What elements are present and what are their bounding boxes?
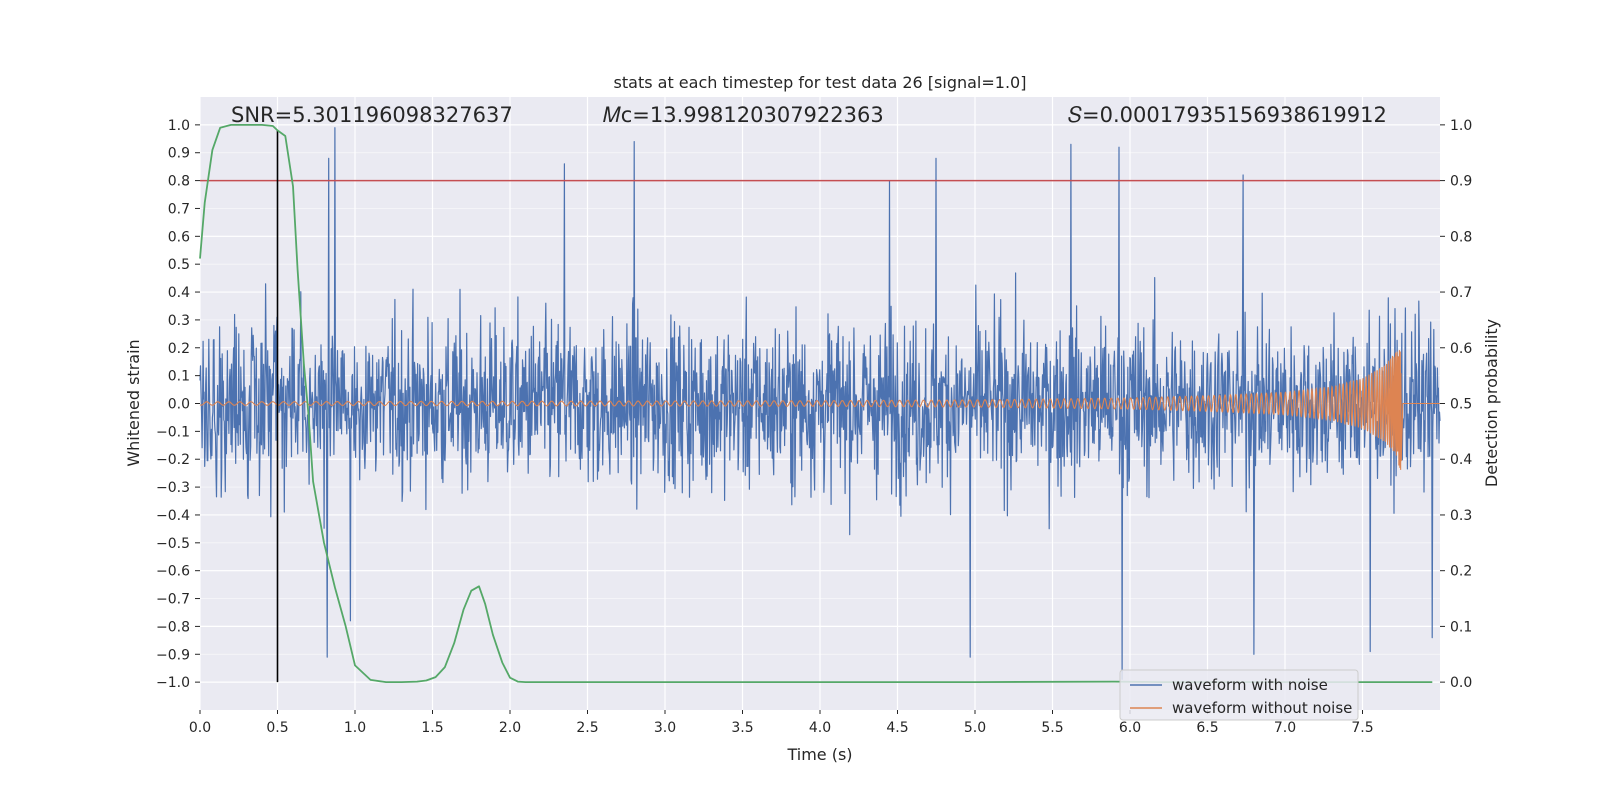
x-tick-label: 2.0 xyxy=(499,720,521,736)
x-tick-label: 1.5 xyxy=(421,720,443,736)
series-detection-probability xyxy=(199,124,1433,683)
y2-tick-label: 0.3 xyxy=(1450,508,1472,524)
series-waveform-with-noise xyxy=(199,127,1441,680)
x-axis-label: Time (s) xyxy=(786,745,852,764)
y-tick-label: −0.3 xyxy=(156,480,190,496)
y-tick-label: 0.3 xyxy=(168,313,190,329)
y-tick-label: 0.4 xyxy=(168,285,190,301)
x-tick-label: 0.5 xyxy=(266,720,288,736)
snr-annotation: SNR=5.301196098327637 xyxy=(231,103,513,127)
y2-tick-label: 0.0 xyxy=(1450,675,1472,691)
y2-tick-label: 0.2 xyxy=(1450,564,1472,580)
y-tick-label: 0.2 xyxy=(168,341,190,357)
y-tick-label: −0.2 xyxy=(156,452,190,468)
y-tick-label: −0.7 xyxy=(156,592,190,608)
y-tick-label: −0.6 xyxy=(156,564,190,580)
x-tick-label: 6.5 xyxy=(1196,720,1218,736)
y2-tick-label: 1.0 xyxy=(1450,118,1472,134)
y-tick-label: 1.0 xyxy=(168,118,190,134)
y-tick-label: 0.8 xyxy=(168,174,190,190)
y-tick-label: −0.1 xyxy=(156,424,190,440)
x-tick-label: 5.0 xyxy=(964,720,986,736)
y-axis-label: Whitened strain xyxy=(124,339,143,466)
y2-tick-label: 0.1 xyxy=(1450,619,1472,635)
y2-tick-label: 0.8 xyxy=(1450,229,1472,245)
y-tick-label: 0.5 xyxy=(168,257,190,273)
chart-title: stats at each timestep for test data 26 … xyxy=(614,73,1027,92)
x-tick-label: 3.0 xyxy=(654,720,676,736)
y-tick-label: −0.8 xyxy=(156,619,190,635)
legend-label-clean: waveform without noise xyxy=(1172,699,1352,717)
y2-tick-label: 0.6 xyxy=(1450,341,1472,357)
y-tick-label: 0.9 xyxy=(168,146,190,162)
x-tick-label: 2.5 xyxy=(576,720,598,736)
y-tick-label: −0.9 xyxy=(156,647,190,663)
x-tick-label: 1.0 xyxy=(344,720,366,736)
x-tick-label: 0.0 xyxy=(189,720,211,736)
x-tick-label: 7.5 xyxy=(1351,720,1373,736)
legend-label-noise: waveform with noise xyxy=(1172,676,1328,694)
y-tick-label: −0.5 xyxy=(156,536,190,552)
x-tick-label: 3.5 xyxy=(731,720,753,736)
y2-tick-label: 0.9 xyxy=(1450,174,1472,190)
y-tick-label: 0.0 xyxy=(168,397,190,413)
y-tick-label: −1.0 xyxy=(156,675,190,691)
x-tick-label: 7.0 xyxy=(1274,720,1296,736)
y2-tick-label: 0.5 xyxy=(1450,397,1472,413)
x-tick-label: 4.5 xyxy=(886,720,908,736)
y-tick-label: 0.7 xyxy=(168,201,190,217)
y-tick-label: 0.6 xyxy=(168,229,190,245)
x-tick-label: 5.5 xyxy=(1041,720,1063,736)
x-tick-label: 4.0 xyxy=(809,720,831,736)
y2-axis-label: Detection probability xyxy=(1482,319,1501,487)
y-tick-label: −0.4 xyxy=(156,508,190,524)
legend-box xyxy=(1119,669,1359,721)
mc-annotation: 𝑀ᴄ=13.998120307922363 xyxy=(603,103,884,127)
series-waveform-without-noise xyxy=(199,350,1440,470)
legend: waveform with noise waveform without noi… xyxy=(1119,669,1359,721)
y-tick-label: 0.1 xyxy=(168,369,190,385)
x-tick-label: 6.0 xyxy=(1119,720,1141,736)
s-annotation: 𝑆=0.00017935156938619912 xyxy=(1068,103,1387,127)
y2-tick-label: 0.7 xyxy=(1450,285,1472,301)
y2-tick-label: 0.4 xyxy=(1450,452,1472,468)
